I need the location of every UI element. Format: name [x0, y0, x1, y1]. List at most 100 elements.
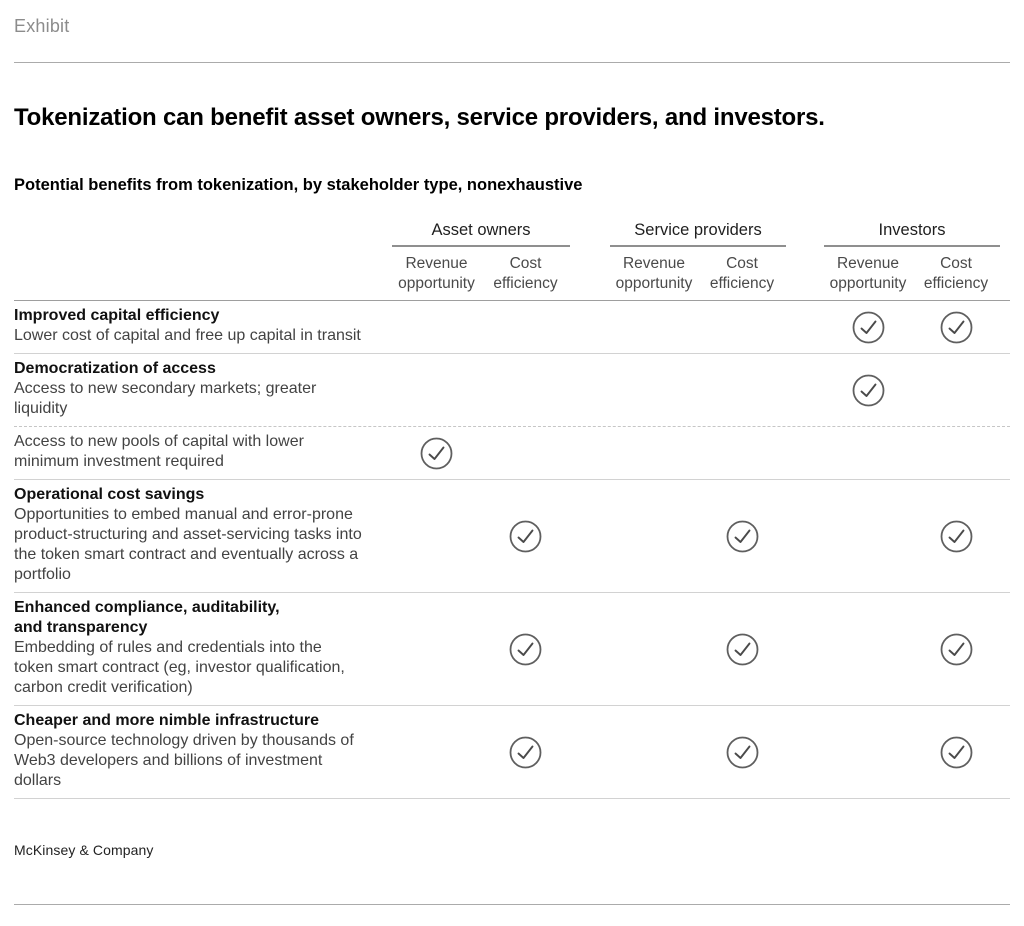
column-gap: [786, 427, 824, 479]
check-cell-asset-owners-cost-efficiency: [481, 301, 570, 353]
check-cell-service-providers-revenue-opportunity: [610, 354, 698, 426]
check-cell-service-providers-cost-efficiency: [698, 480, 786, 592]
check-cell-investors-cost-efficiency: [912, 480, 1000, 592]
check-cell-asset-owners-cost-efficiency: [481, 354, 570, 426]
check-cell-service-providers-revenue-opportunity: [610, 427, 698, 479]
column-gap: [570, 301, 610, 353]
row-label-cell: Cheaper and more nimble infrastructure Op…: [14, 706, 392, 798]
column-gap: [570, 593, 610, 705]
check-cell-asset-owners-cost-efficiency: [481, 427, 570, 479]
column-group-service-providers: Service providers: [610, 221, 786, 247]
row-label-cell: Operational cost savings Opportunities to…: [14, 480, 392, 592]
check-cell-investors-revenue-opportunity: [824, 427, 912, 479]
column-gap: [786, 301, 824, 353]
check-cell-asset-owners-cost-efficiency: [481, 480, 570, 592]
check-circle-icon: [940, 633, 972, 665]
check-cell-asset-owners-cost-efficiency: [481, 706, 570, 798]
row-label-column-space: [14, 221, 392, 247]
check-cell-investors-revenue-opportunity: [824, 480, 912, 592]
check-cell-service-providers-cost-efficiency: [698, 354, 786, 426]
check-cell-service-providers-revenue-opportunity: [610, 480, 698, 592]
check-circle-icon: [509, 633, 542, 665]
column-group-label: Asset owners: [431, 221, 531, 239]
check-cell-asset-owners-revenue-opportunity: [392, 301, 481, 353]
column-header-investors-cost-efficiency: Cost efficiency: [923, 255, 989, 292]
column-gap: [570, 221, 610, 247]
row-title: Operational cost savings: [14, 486, 205, 503]
row-description: Lower cost of capital and free up capita…: [14, 327, 361, 344]
table-row: Enhanced compliance, auditability, and t…: [14, 593, 1010, 706]
check-cell-investors-cost-efficiency: [912, 593, 1000, 705]
column-gap: [570, 706, 610, 798]
check-circle-icon: [940, 311, 972, 343]
row-label-cell: Enhanced compliance, auditability, and t…: [14, 593, 392, 705]
row-label-cell: Democratization of access Access to new s…: [14, 354, 392, 426]
right-edge-space: [1000, 221, 1010, 247]
check-cell-investors-revenue-opportunity: [824, 354, 912, 426]
check-cell-service-providers-revenue-opportunity: [610, 301, 698, 353]
table-row: Access to new pools of capital with lowe…: [14, 427, 1010, 480]
check-circle-icon: [726, 520, 758, 552]
check-circle-icon: [852, 374, 884, 406]
exhibit-label: Exhibit: [14, 16, 70, 36]
check-cell-asset-owners-revenue-opportunity: [392, 427, 481, 479]
table-header-subcolumns: Revenue opportunity Cost efficiency Revenu…: [14, 254, 1010, 300]
check-cell-service-providers-cost-efficiency: [698, 427, 786, 479]
row-title: Democratization of access: [14, 360, 216, 377]
benefits-table: Asset owners Service providers Investors R…: [14, 221, 1010, 799]
row-description: Access to new pools of capital with lowe…: [14, 433, 304, 470]
check-circle-icon: [852, 311, 884, 343]
check-cell-service-providers-revenue-opportunity: [610, 706, 698, 798]
check-circle-icon: [726, 736, 758, 768]
row-description: Open-source technology driven by thousan…: [14, 732, 354, 789]
table-body: Improved capital efficiency Lower cost of…: [14, 300, 1010, 799]
column-header-investors-revenue-opportunity: Revenue opportunity: [829, 255, 907, 292]
column-group-asset-owners: Asset owners: [392, 221, 570, 247]
check-cell-investors-revenue-opportunity: [824, 706, 912, 798]
check-cell-investors-cost-efficiency: [912, 706, 1000, 798]
column-gap: [786, 254, 824, 294]
right-edge-space: [1000, 254, 1010, 294]
check-cell-investors-cost-efficiency: [912, 427, 1000, 479]
column-gap: [786, 706, 824, 798]
column-gap: [1000, 706, 1010, 798]
check-cell-investors-cost-efficiency: [912, 301, 1000, 353]
check-cell-investors-revenue-opportunity: [824, 301, 912, 353]
bottom-divider: [14, 904, 1010, 905]
column-gap: [570, 480, 610, 592]
check-circle-icon: [509, 736, 542, 768]
check-cell-asset-owners-revenue-opportunity: [392, 706, 481, 798]
check-cell-asset-owners-cost-efficiency: [481, 593, 570, 705]
table-row: Democratization of access Access to new s…: [14, 354, 1010, 427]
column-header-asset-owners-revenue-opportunity: Revenue opportunity: [398, 255, 475, 292]
column-gap: [1000, 301, 1010, 353]
row-label-column-space: [14, 254, 392, 294]
row-description: Opportunities to embed manual and error-…: [14, 506, 362, 583]
check-cell-asset-owners-revenue-opportunity: [392, 480, 481, 592]
row-title: Cheaper and more nimble infrastructure: [14, 712, 319, 729]
check-circle-icon: [940, 736, 972, 768]
column-group-investors: Investors: [824, 221, 1000, 247]
check-circle-icon: [420, 437, 453, 469]
table-row: Cheaper and more nimble infrastructure Op…: [14, 706, 1010, 799]
column-gap: [1000, 593, 1010, 705]
row-description: Access to new secondary markets; greater…: [14, 380, 317, 417]
check-circle-icon: [509, 520, 542, 552]
company-signature: McKinsey & Company: [14, 842, 154, 858]
column-header-service-providers-revenue-opportunity: Revenue opportunity: [615, 255, 693, 292]
check-circle-icon: [726, 633, 758, 665]
column-group-label: Service providers: [634, 221, 762, 239]
column-group-label: Investors: [878, 221, 946, 239]
column-gap: [1000, 480, 1010, 592]
check-cell-service-providers-cost-efficiency: [698, 706, 786, 798]
column-gap: [570, 254, 610, 294]
column-gap: [1000, 427, 1010, 479]
check-cell-investors-revenue-opportunity: [824, 593, 912, 705]
column-gap: [570, 354, 610, 426]
table-header-groups: Asset owners Service providers Investors: [14, 221, 1010, 247]
table-subtitle: Potential benefits from tokenization, by…: [14, 176, 583, 194]
column-gap: [570, 427, 610, 479]
check-cell-service-providers-cost-efficiency: [698, 301, 786, 353]
row-title: Improved capital efficiency: [14, 307, 220, 324]
